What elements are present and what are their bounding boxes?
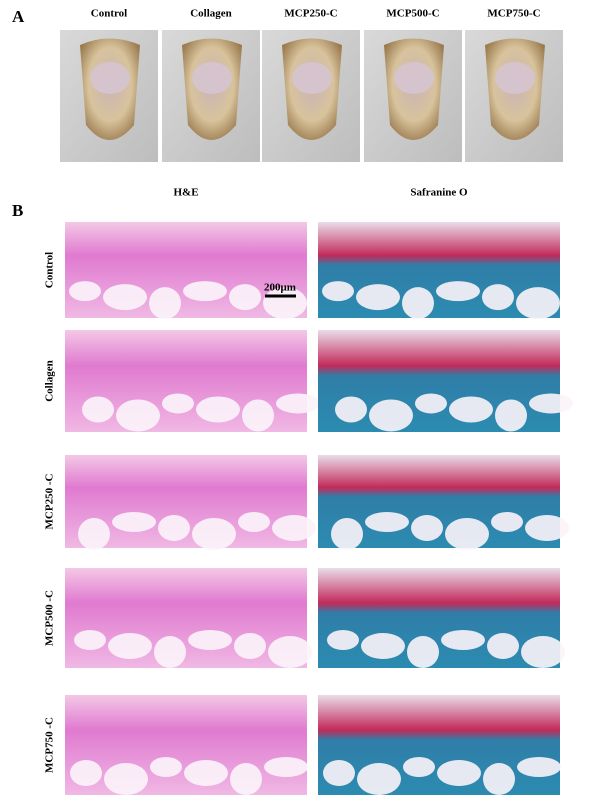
marrow-space <box>268 636 312 668</box>
marrow-space <box>264 757 308 777</box>
marrow-space <box>441 630 485 650</box>
marrow-space <box>529 393 573 414</box>
marrow-space <box>487 633 519 659</box>
marrow-space <box>162 393 194 414</box>
row-label: Collagen <box>44 360 56 402</box>
marrow-space <box>517 757 561 777</box>
marrow-space <box>69 281 101 302</box>
column-label: MCP500-C <box>386 8 439 20</box>
scale-bar-label: 200μm <box>264 282 296 294</box>
marrow-space <box>184 760 228 786</box>
marrow-space <box>365 511 409 532</box>
marrow-space <box>403 757 435 777</box>
marrow-space <box>357 763 401 795</box>
marrow-space <box>525 514 569 541</box>
marrow-space <box>196 396 240 423</box>
marrow-space <box>158 514 190 541</box>
marrow-space <box>411 514 443 541</box>
marrow-space <box>108 633 152 659</box>
marrow-space <box>183 281 227 302</box>
marrow-space <box>150 757 182 777</box>
marrow-space <box>192 517 236 550</box>
column-header: H&E <box>173 187 198 199</box>
cartilage <box>394 62 434 94</box>
safranine-image <box>318 568 560 668</box>
marrow-space <box>103 284 147 311</box>
panel-label: B <box>12 201 23 220</box>
marrow-space <box>482 284 514 311</box>
row-label: MCP250 -C <box>44 473 56 529</box>
marrow-space <box>361 633 405 659</box>
marrow-space <box>437 760 481 786</box>
safranine-image <box>318 695 560 795</box>
marrow-space <box>272 514 316 541</box>
row-label: Control <box>44 252 56 288</box>
marrow-space <box>116 399 160 432</box>
marrow-space <box>188 630 232 650</box>
marrow-space <box>276 393 320 414</box>
cartilage <box>495 62 535 94</box>
he-image <box>65 568 307 668</box>
cartilage <box>192 62 232 94</box>
marrow-space <box>104 763 148 795</box>
he-image <box>65 695 307 795</box>
marrow-space <box>495 399 527 432</box>
marrow-space <box>491 511 523 532</box>
marrow-space <box>415 393 447 414</box>
marrow-space <box>356 284 400 311</box>
marrow-space <box>331 517 363 550</box>
cartilage <box>90 62 130 94</box>
marrow-space <box>436 281 480 302</box>
marrow-space <box>483 763 515 795</box>
marrow-space <box>322 281 354 302</box>
marrow-space <box>521 636 565 668</box>
marrow-space <box>82 396 114 423</box>
marrow-space <box>78 517 110 550</box>
marrow-space <box>449 396 493 423</box>
row-label: MCP500 -C <box>44 590 56 646</box>
column-label: Control <box>91 8 127 20</box>
marrow-space <box>407 636 439 668</box>
marrow-space <box>154 636 186 668</box>
marrow-space <box>234 633 266 659</box>
marrow-space <box>445 517 489 550</box>
marrow-space <box>74 630 106 650</box>
cartilage <box>292 62 332 94</box>
column-header: Safranine O <box>410 187 468 199</box>
marrow-space <box>238 511 270 532</box>
marrow-space <box>335 396 367 423</box>
marrow-space <box>230 763 262 795</box>
marrow-space <box>369 399 413 432</box>
marrow-space <box>242 399 274 432</box>
marrow-space <box>112 511 156 532</box>
marrow-space <box>402 287 434 320</box>
marrow-space <box>229 284 261 311</box>
marrow-space <box>323 760 355 786</box>
panel-label: A <box>12 7 25 26</box>
row-label: MCP750 -C <box>44 717 56 773</box>
marrow-space <box>149 287 181 320</box>
column-label: MCP250-C <box>284 8 337 20</box>
marrow-space <box>70 760 102 786</box>
column-label: MCP750-C <box>487 8 540 20</box>
marrow-space <box>327 630 359 650</box>
column-label: Collagen <box>190 8 232 20</box>
marrow-space <box>516 287 560 320</box>
